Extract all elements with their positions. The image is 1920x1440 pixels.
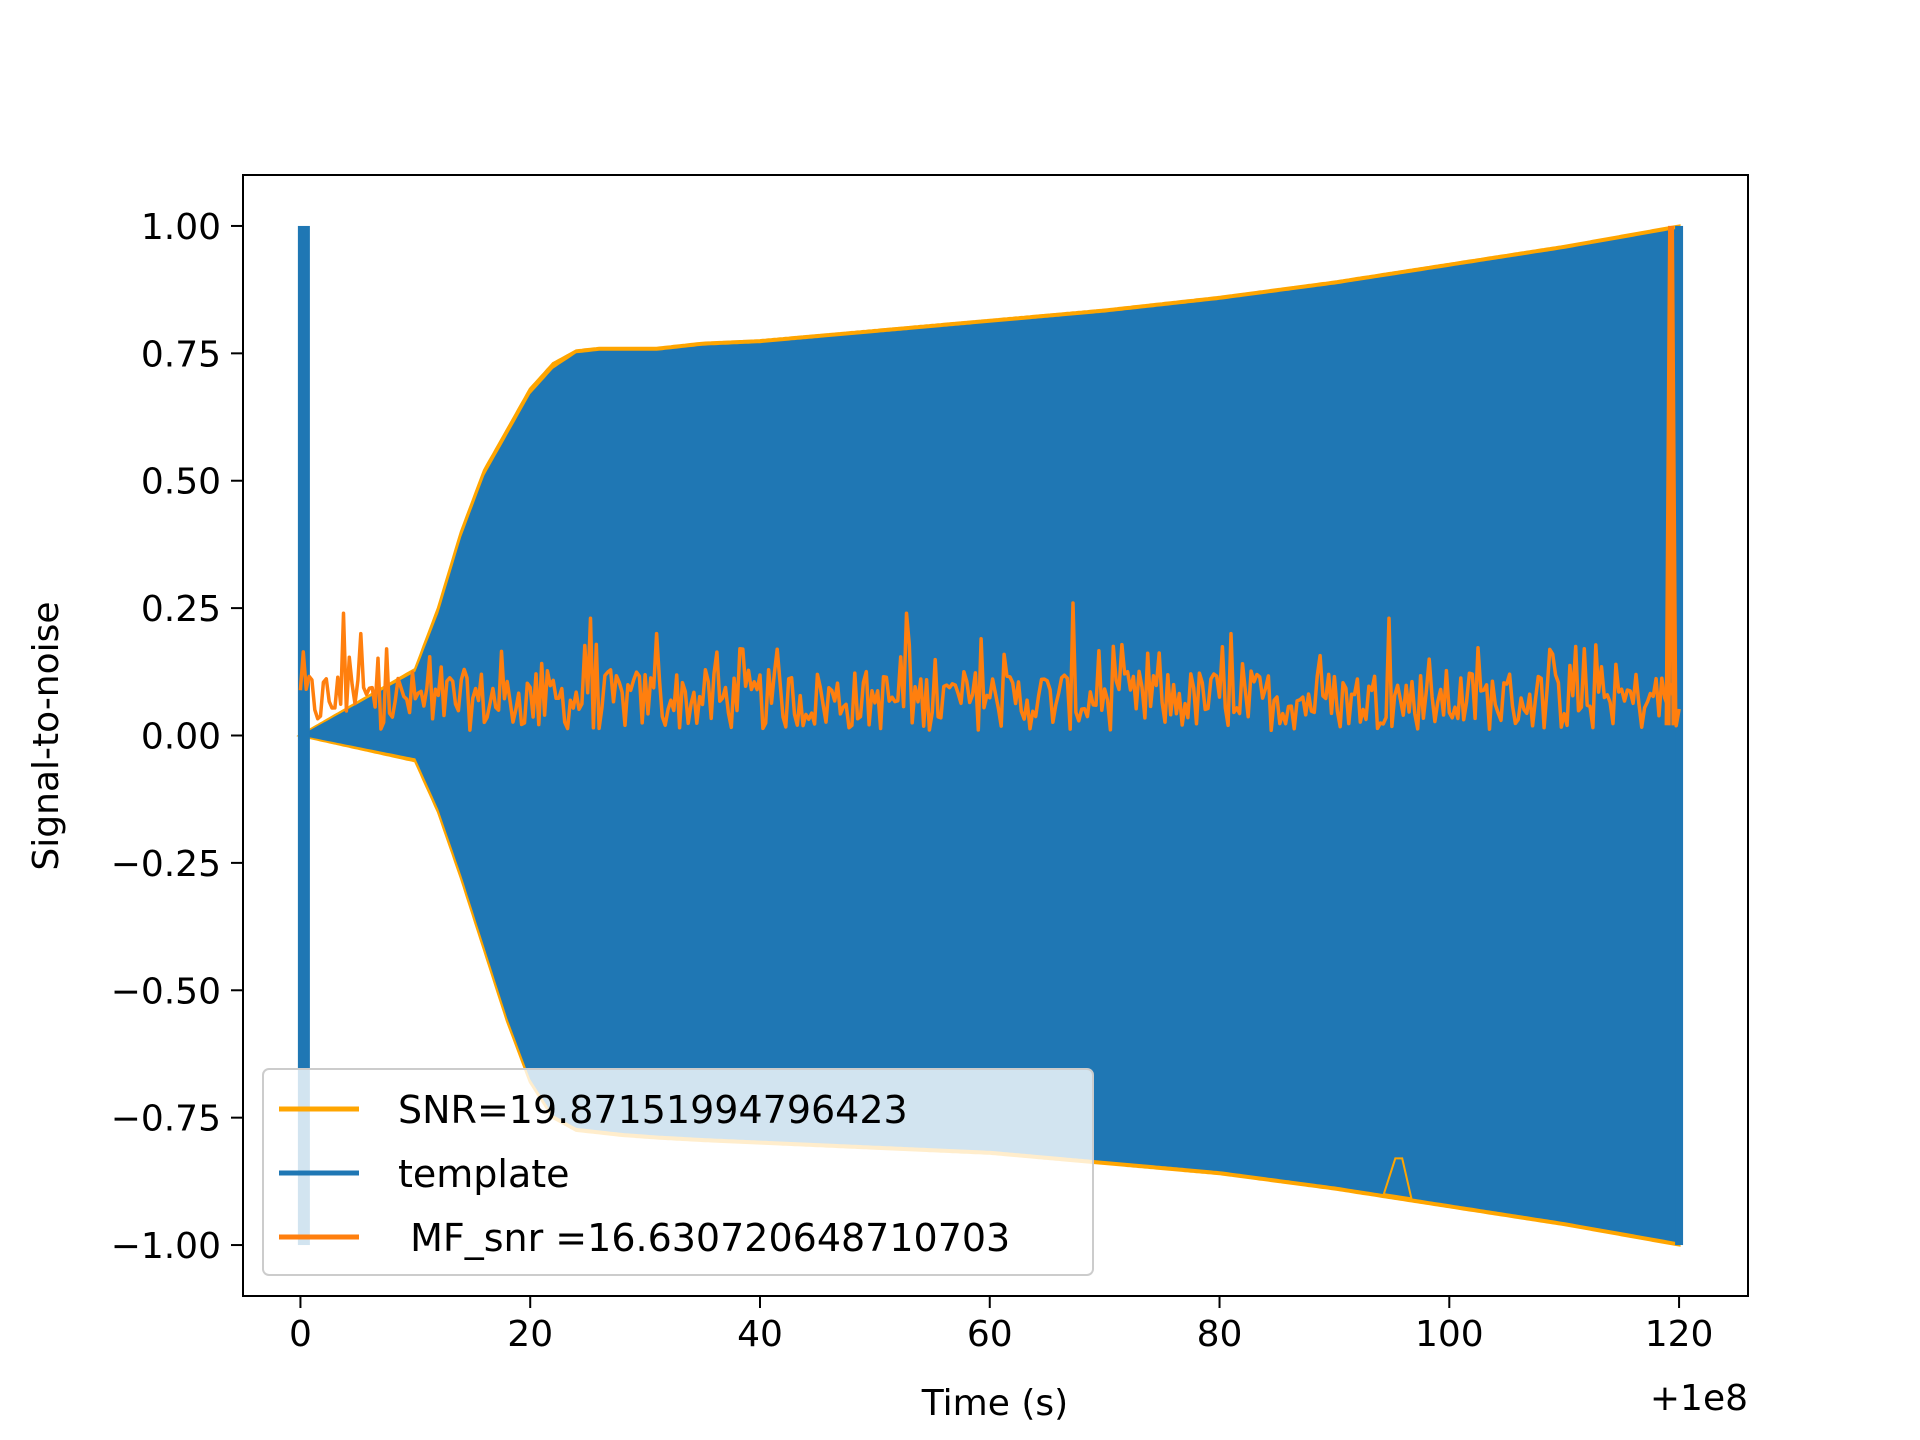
y-tick-label: −0.50 (111, 971, 221, 1012)
y-tick-label: 1.00 (141, 207, 221, 248)
x-tick-label: 0 (289, 1314, 312, 1355)
y-tick-label: 0.50 (141, 462, 221, 503)
y-axis: 1.00 0.75 0.50 0.25 0.00 −0.25 −0.50 −0.75 −1.00 (111, 207, 243, 1267)
template-series-start-spike (297, 225, 310, 1246)
y-tick-label: −0.25 (111, 844, 221, 885)
legend-label: template (398, 1152, 570, 1196)
x-tick-label: 100 (1415, 1314, 1484, 1355)
legend: SNR=19.87151994796423 template MF_snr =16… (262, 1068, 1094, 1276)
x-tick-label: 80 (1197, 1314, 1243, 1355)
y-tick-label: 0.25 (141, 589, 221, 630)
x-axis-label: Time (s) (921, 1383, 1068, 1424)
legend-label: SNR=19.87151994796423 (398, 1088, 908, 1132)
mf-snr-series-end-spike (1664, 225, 1678, 726)
y-tick-label: 0.00 (141, 717, 221, 758)
y-axis-label: Signal-to-noise (26, 601, 67, 870)
mf-snr-series-line (298, 601, 1681, 733)
template-series-band (300, 228, 1680, 1243)
x-tick-label: 60 (967, 1314, 1013, 1355)
legend-box (262, 1068, 1094, 1276)
template-series-end-spike (1675, 225, 1684, 1246)
y-tick-label: 0.75 (141, 334, 221, 375)
x-tick-label: 20 (507, 1314, 553, 1355)
plot-area (296, 224, 1684, 1247)
y-tick-label: −0.75 (111, 1099, 221, 1140)
x-tick-label: 40 (737, 1314, 783, 1355)
legend-label: MF_snr =16.630720648710703 (398, 1216, 1010, 1260)
template-series-dip (1382, 1157, 1413, 1200)
y-tick-label: −1.00 (111, 1226, 221, 1267)
x-offset-label: +1e8 (1650, 1378, 1748, 1419)
x-tick-label: 120 (1645, 1314, 1714, 1355)
x-axis: 0 20 40 60 80 100 120 (289, 1296, 1713, 1355)
